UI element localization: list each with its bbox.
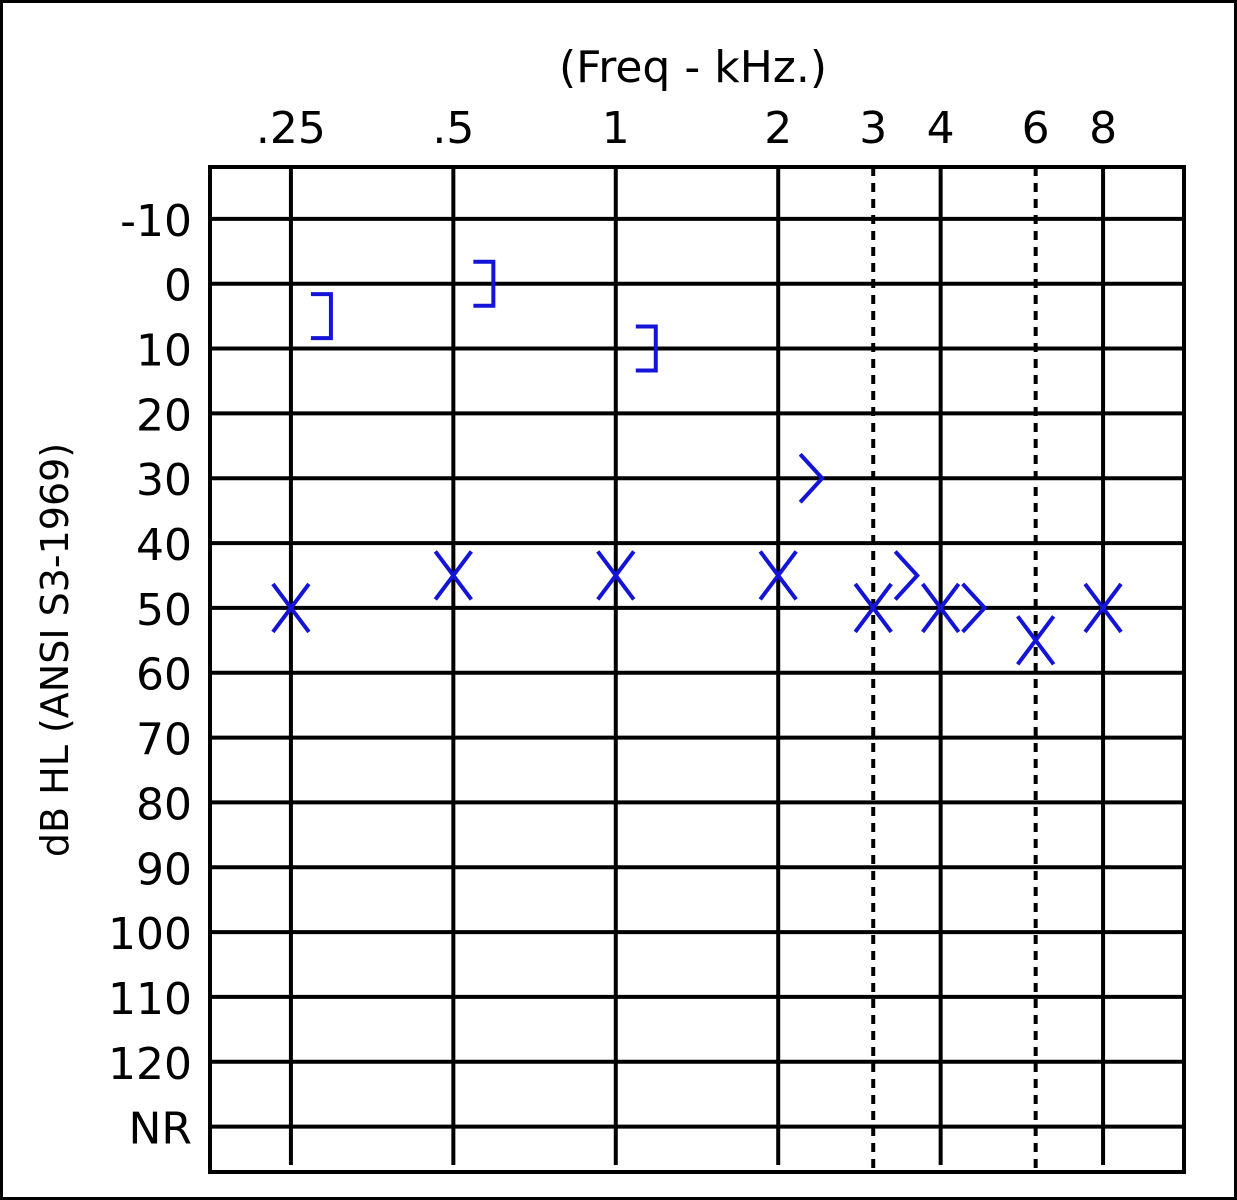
y-tick-label: 90 [136, 844, 192, 895]
bone-conduction-arrow-mark [798, 452, 825, 504]
y-tick-label: 50 [136, 585, 192, 636]
masked-bone-bracket-mark [473, 259, 496, 308]
data-marks [271, 259, 1123, 666]
y-tick-label: 100 [108, 909, 192, 960]
y-tick-label: 10 [136, 326, 192, 377]
y-tick-label: 70 [136, 715, 192, 766]
x-tick-label: 6 [1022, 103, 1050, 154]
bone-conduction-arrow-mark [961, 582, 988, 634]
x-tick-label: 8 [1089, 103, 1117, 154]
y-tick-label: 120 [108, 1039, 192, 1090]
air-conduction-x-mark [758, 550, 798, 601]
masked-bone-bracket-mark [310, 292, 333, 341]
chart-grid [210, 167, 1184, 1172]
masked-bone-bracket-mark [635, 324, 658, 373]
bone-conduction-arrow-mark [893, 550, 920, 601]
y-tick-label: NR [129, 1104, 193, 1155]
x-tick-label: .25 [256, 103, 326, 154]
air-conduction-x-mark [271, 582, 311, 634]
tick-labels: -10 0 10 20 30 40 50 60 70 80 90 100 110 120 NR .25 .5 1 2… [108, 103, 1117, 1155]
air-conduction-x-mark [853, 582, 893, 634]
y-tick-label: 20 [136, 390, 192, 441]
y-tick-label: 80 [136, 779, 192, 830]
x-axis-title: (Freq - kHz.) [559, 42, 827, 93]
x-tick-label: 2 [764, 103, 792, 154]
air-conduction-x-mark [1083, 582, 1123, 634]
y-tick-label: 40 [136, 520, 192, 571]
plot-border [208, 165, 1186, 1174]
air-conduction-x-mark [596, 550, 636, 601]
x-tick-label: 3 [859, 103, 887, 154]
air-conduction-x-mark [1016, 615, 1056, 666]
air-conduction-x-mark [433, 550, 473, 601]
x-tick-label: 4 [927, 103, 955, 154]
y-axis-title: dB HL (ANSI S3-1969) [33, 443, 77, 857]
y-tick-label: -10 [120, 196, 192, 247]
y-tick-label: 110 [108, 974, 192, 1025]
y-tick-label: 30 [136, 455, 192, 506]
x-tick-label: 1 [602, 103, 630, 154]
y-tick-label: 60 [136, 650, 192, 701]
y-tick-label: 0 [164, 261, 192, 312]
air-conduction-x-mark [921, 582, 961, 634]
x-tick-label: .5 [432, 103, 474, 154]
